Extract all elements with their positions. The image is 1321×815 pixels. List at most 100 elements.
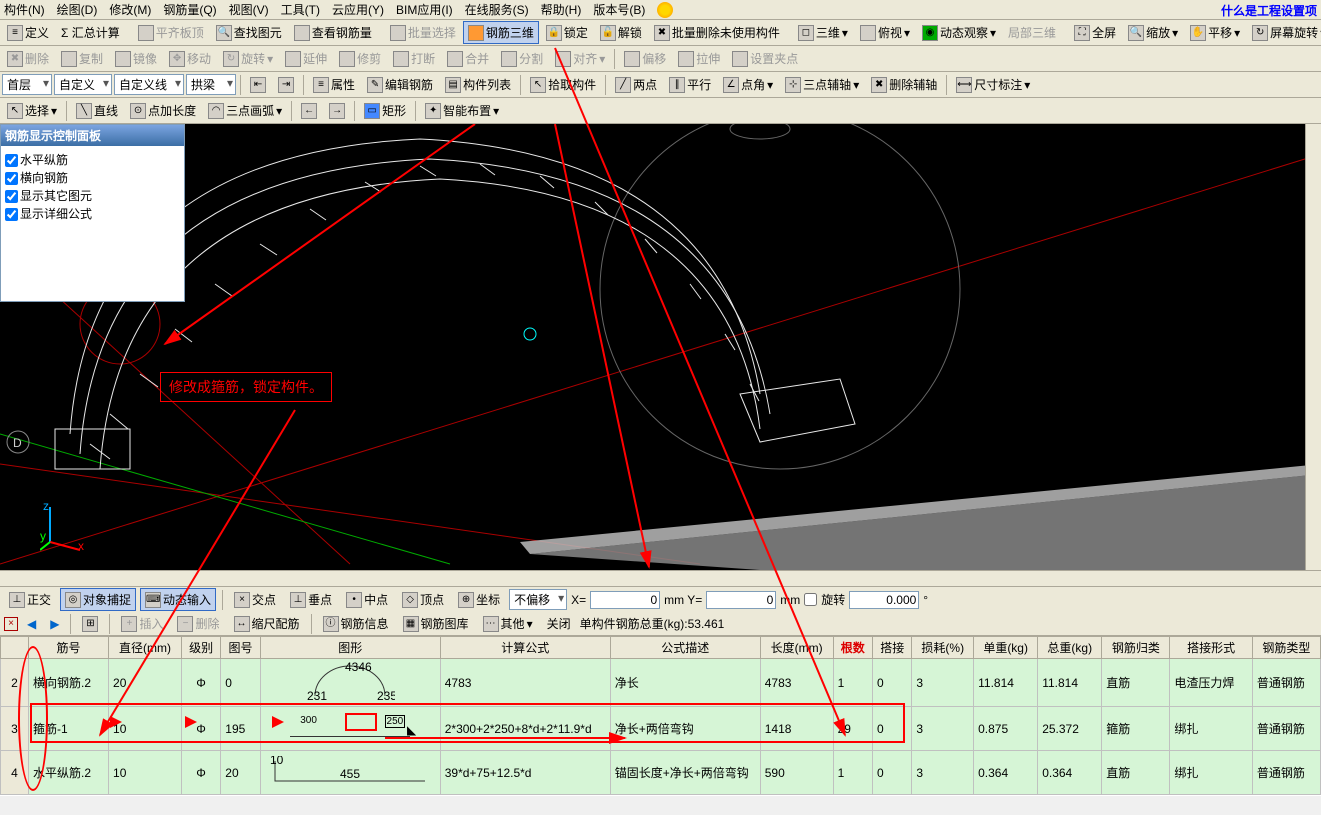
- move-button[interactable]: ✥移动: [164, 47, 216, 70]
- rebar-lib-button[interactable]: ▦钢筋图库: [398, 612, 474, 635]
- angle-input[interactable]: [849, 591, 919, 609]
- sum-button[interactable]: Σ 汇总计算: [56, 21, 125, 44]
- menu-draw[interactable]: 绘图(D): [57, 1, 98, 18]
- dim-button[interactable]: ⟷尺寸标注▾: [951, 73, 1035, 96]
- grip-button[interactable]: 设置夹点: [727, 47, 803, 70]
- trim-button[interactable]: 修剪: [334, 47, 386, 70]
- dyninput-toggle[interactable]: ⌨动态输入: [140, 588, 216, 611]
- beam-dropdown[interactable]: 拱梁: [186, 74, 236, 95]
- nav-prev-button[interactable]: ←: [296, 100, 322, 122]
- chk-other-elem[interactable]: 显示其它图元: [5, 187, 180, 204]
- menu-component[interactable]: 构件(N): [4, 1, 45, 18]
- 3d-button[interactable]: ◻三维▾: [793, 21, 853, 44]
- dynamic-view-button[interactable]: ◉动态观察▾: [917, 21, 1001, 44]
- menu-online[interactable]: 在线服务(S): [465, 1, 529, 18]
- chk-horizontal[interactable]: 水平纵筋: [5, 151, 180, 168]
- list-button[interactable]: ▤构件列表: [440, 73, 516, 96]
- find-elem-button[interactable]: 🔍查找图元: [211, 21, 287, 44]
- mid-toggle[interactable]: •中点: [341, 588, 393, 611]
- ptlen-button[interactable]: ⊙点加长度: [125, 99, 201, 122]
- x-input[interactable]: [590, 591, 660, 609]
- y-input[interactable]: [706, 591, 776, 609]
- nav-next-rec[interactable]: ▶: [45, 614, 64, 634]
- table-row[interactable]: 4水平纵筋.210Φ201045539*d+75+12.5*d锚固长度+净长+两…: [1, 751, 1321, 795]
- helper-icon[interactable]: [657, 2, 673, 18]
- chk-transverse[interactable]: 横向钢筋: [5, 169, 180, 186]
- define-button[interactable]: ≡定义: [2, 21, 54, 44]
- rotate-check[interactable]: [804, 593, 817, 606]
- twopt-button[interactable]: ╱两点: [610, 73, 662, 96]
- smart-button[interactable]: ✦智能布置▾: [420, 99, 504, 122]
- mirror-button[interactable]: 镜像: [110, 47, 162, 70]
- menu-cloud[interactable]: 云应用(Y): [332, 1, 384, 18]
- chk-detail-formula[interactable]: 显示详细公式: [5, 205, 180, 222]
- screen-rotate-button[interactable]: ↻屏幕旋转▾: [1247, 21, 1321, 44]
- delaux-button[interactable]: ✖删除辅轴: [866, 73, 942, 96]
- customline-dropdown[interactable]: 自定义线: [114, 74, 184, 95]
- snap-toggle[interactable]: ◎对象捕捉: [60, 588, 136, 611]
- menu-rebar[interactable]: 钢筋量(Q): [163, 1, 216, 18]
- extend-button[interactable]: 延伸: [280, 47, 332, 70]
- break-button[interactable]: 打断: [388, 47, 440, 70]
- settings-hint[interactable]: 什么是工程设置项: [1221, 2, 1317, 19]
- del-unused-button[interactable]: ✖批量删除未使用构件: [649, 21, 785, 44]
- attr-button[interactable]: ≡属性: [308, 73, 360, 96]
- rebar-grid[interactable]: 筋号直径(mm) 级别图号图形 计算公式公式描述长度(mm) 根数搭接损耗(%)…: [0, 636, 1321, 796]
- scale-button[interactable]: ↔缩尺配筋: [229, 612, 305, 635]
- view-rebar-button[interactable]: 查看钢筋量: [289, 21, 377, 44]
- menu-tools[interactable]: 工具(T): [281, 1, 320, 18]
- batch-select-button[interactable]: 批量选择: [385, 21, 461, 44]
- stretch-button[interactable]: 拉伸: [673, 47, 725, 70]
- ortho-toggle[interactable]: ⊥正交: [4, 588, 56, 611]
- pick-button[interactable]: ↖拾取构件: [525, 73, 601, 96]
- align-button[interactable]: 对齐▾: [550, 47, 610, 70]
- menu-modify[interactable]: 修改(M): [109, 1, 151, 18]
- offset-button[interactable]: 偏移: [619, 47, 671, 70]
- delete-button[interactable]: ✖删除: [2, 47, 54, 70]
- split-button[interactable]: 分割: [496, 47, 548, 70]
- local-3d-button[interactable]: 局部三维: [1003, 21, 1061, 44]
- flatten-button[interactable]: 平齐板顶: [133, 21, 209, 44]
- nav-next-button[interactable]: →: [324, 100, 350, 122]
- insert-button[interactable]: +插入: [116, 612, 168, 635]
- zoom-button[interactable]: 🔍缩放▾: [1123, 21, 1183, 44]
- nav-last-button[interactable]: ⇥: [273, 74, 299, 96]
- other-button[interactable]: ⋯其他▾: [478, 612, 538, 635]
- coord-toggle[interactable]: ⊕坐标: [453, 588, 505, 611]
- copy-button[interactable]: 复制: [56, 47, 108, 70]
- select-button[interactable]: ↖选择▾: [2, 99, 62, 122]
- vertex-toggle[interactable]: ◇顶点: [397, 588, 449, 611]
- viewport-3d[interactable]: D 钢筋显示控制面板 水平纵筋 横向钢筋 显示其它图元 显示详细公式 修改成箍筋…: [0, 124, 1321, 570]
- pan-button[interactable]: ✋平移▾: [1185, 21, 1245, 44]
- rebar-info-button[interactable]: ⓘ钢筋信息: [318, 612, 394, 635]
- menu-help[interactable]: 帮助(H): [541, 1, 582, 18]
- menu-version[interactable]: 版本号(B): [593, 1, 645, 18]
- unlock-button[interactable]: 🔓解锁: [595, 21, 647, 44]
- floor-dropdown[interactable]: 首层: [2, 74, 52, 95]
- merge-button[interactable]: 合并: [442, 47, 494, 70]
- rebar-display-panel[interactable]: 钢筋显示控制面板 水平纵筋 横向钢筋 显示其它图元 显示详细公式: [0, 124, 185, 302]
- viewport-scrollbar[interactable]: [1305, 124, 1321, 570]
- tree-button[interactable]: ⊞: [77, 613, 103, 635]
- rect-button[interactable]: ▭矩形: [359, 99, 411, 122]
- rotate-button[interactable]: ↻旋转▾: [218, 47, 278, 70]
- edit-rebar-button[interactable]: ✎编辑钢筋: [362, 73, 438, 96]
- offset-dropdown[interactable]: 不偏移: [509, 589, 567, 610]
- threearc-button[interactable]: ◠三点画弧▾: [203, 99, 287, 122]
- table-row[interactable]: 2横向钢筋.220Φ043462312354783净长478310311.814…: [1, 659, 1321, 707]
- topview-button[interactable]: 俯视▾: [855, 21, 915, 44]
- perp-toggle[interactable]: ⊥垂点: [285, 588, 337, 611]
- nav-first-button[interactable]: ⇤: [245, 74, 271, 96]
- close-panel-button[interactable]: ×: [4, 617, 18, 631]
- custom-dropdown[interactable]: 自定义: [54, 74, 112, 95]
- viewport-hscroll[interactable]: [0, 570, 1321, 586]
- nav-prev-rec[interactable]: ◀: [22, 614, 41, 634]
- threeptaux-button[interactable]: ⊹三点辅轴▾: [780, 73, 864, 96]
- close-button[interactable]: 关闭: [542, 612, 576, 635]
- fullscreen-button[interactable]: ⛶全屏: [1069, 21, 1121, 44]
- delete-row-button[interactable]: −删除: [172, 612, 224, 635]
- menu-bim[interactable]: BIM应用(I): [396, 1, 453, 18]
- rebar-3d-button[interactable]: 钢筋三维: [463, 21, 539, 44]
- cross-toggle[interactable]: ×交点: [229, 588, 281, 611]
- lock-button[interactable]: 🔒锁定: [541, 21, 593, 44]
